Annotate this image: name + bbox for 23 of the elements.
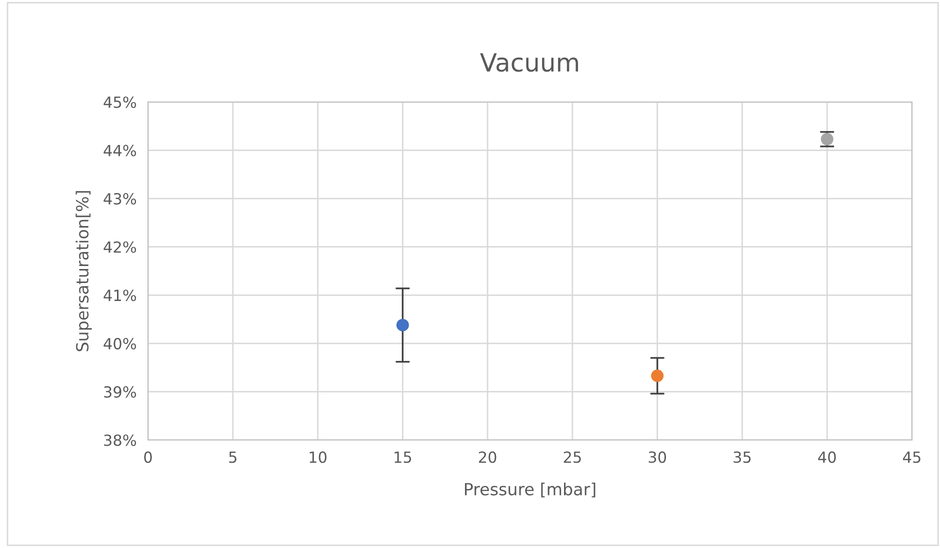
point: [651, 370, 664, 382]
x-tick-label: 15: [394, 452, 412, 463]
x-tick-label: 0: [144, 451, 152, 463]
y-tick-label: 45%: [104, 96, 136, 108]
y-tick-label: 40%: [104, 338, 136, 350]
x-tick-label: 30: [648, 451, 666, 463]
x-tick-label: 25: [564, 451, 581, 463]
y-tick-label: 42%: [104, 241, 136, 253]
point: [396, 318, 409, 332]
y-tick-label: 39%: [104, 386, 136, 398]
y-tick-label: 41%: [104, 290, 136, 302]
y-tick-label: 44%: [104, 144, 136, 156]
x-tick-label: 40: [818, 451, 836, 463]
x-tick-label: 45: [903, 452, 920, 463]
y-tick-label: 38%: [104, 434, 136, 446]
x-axis-title: Pressure [mbar]: [464, 482, 596, 498]
chart-title: Vacuum: [480, 53, 578, 72]
y-axis-title: Supersaturation[%]: [76, 191, 92, 352]
x-tick-label: 10: [310, 451, 326, 463]
x-tick-label: 5: [229, 452, 236, 463]
x-tick-label: 35: [734, 451, 751, 463]
y-tick-label: 43%: [104, 193, 136, 205]
x-tick-label: 20: [478, 451, 496, 463]
